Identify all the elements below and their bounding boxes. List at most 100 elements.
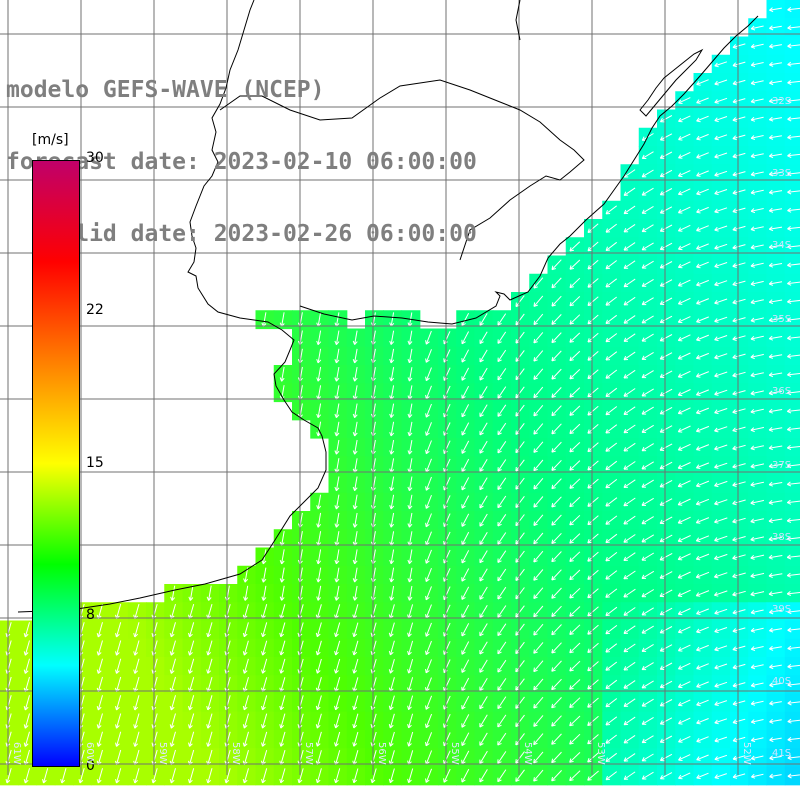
wind-arrow [116, 622, 122, 638]
wind-arrow [354, 494, 358, 510]
wind-arrow-head [587, 395, 592, 398]
wind-arrow-head [768, 591, 773, 595]
wind-arrow-head [425, 486, 427, 491]
wind-arrow-head [714, 704, 719, 706]
wind-arrow-head [569, 557, 572, 562]
wind-arrow [408, 494, 413, 509]
wind-arrow-head [714, 412, 719, 415]
wind-arrow [551, 496, 562, 508]
wind-arrow [569, 405, 581, 416]
wind-arrow [587, 387, 599, 398]
wind-arrow [497, 386, 507, 399]
wind-arrow-head [696, 540, 701, 543]
wind-arrow [316, 768, 322, 783]
wind-arrow-head [769, 9, 774, 13]
wind-arrow [551, 660, 562, 672]
wind-arrow-head [551, 758, 554, 763]
wind-arrow [551, 715, 562, 727]
wind-arrow [551, 478, 562, 490]
wind-arrow [623, 260, 636, 269]
wind-arrow-head [569, 721, 572, 726]
wind-arrow-head [569, 395, 574, 398]
wind-arrow [769, 755, 782, 759]
wind-arrow [497, 586, 507, 600]
wind-arrow-head [443, 486, 445, 491]
wind-arrow-head [479, 432, 484, 436]
wind-arrow-head [769, 755, 773, 759]
wind-arrow-head [587, 447, 590, 452]
wind-arrow-head [569, 760, 574, 763]
wind-arrow-head [315, 724, 318, 729]
wind-arrow-head [623, 501, 627, 507]
wind-arrow [280, 713, 286, 729]
wind-arrow [678, 735, 691, 743]
wind-arrow-head [677, 701, 682, 706]
wind-arrow-head [352, 596, 356, 601]
wind-arrow-head [659, 592, 663, 597]
wind-arrow-head [261, 669, 264, 674]
wind-arrow-head [696, 208, 700, 213]
wind-arrow-head [425, 633, 430, 637]
wind-arrow-head [623, 538, 627, 543]
wind-arrow [660, 188, 673, 196]
wind-arrow [243, 604, 249, 619]
wind-arrow-head [732, 484, 737, 487]
wind-arrow [587, 314, 599, 325]
wind-arrow-head [769, 773, 773, 777]
wind-arrow [696, 772, 709, 779]
wind-arrow-head [732, 338, 737, 341]
wind-arrow-head [24, 633, 29, 638]
wind-arrow [751, 773, 764, 778]
wind-arrow-head [133, 651, 136, 656]
wind-arrow [335, 731, 341, 747]
wind-arrow [569, 770, 581, 781]
wind-arrow-head [479, 633, 484, 637]
wind-arrow [335, 768, 341, 783]
wind-arrow [317, 366, 322, 382]
wind-arrow [189, 658, 195, 674]
wind-arrow-head [371, 779, 376, 784]
wind-arrow-head [769, 645, 773, 650]
wind-arrow [170, 768, 176, 784]
wind-arrow [678, 717, 691, 725]
wind-arrow [479, 495, 488, 509]
wind-arrow [587, 460, 599, 471]
wind-arrow-head [750, 393, 755, 396]
wind-arrow-head [787, 100, 792, 104]
wind-arrow-head [533, 320, 536, 325]
wind-arrow-head [750, 554, 755, 559]
wind-arrow [497, 751, 507, 764]
wind-arrow [623, 388, 636, 397]
wind-arrow-head [750, 664, 755, 668]
wind-arrow-head [732, 755, 737, 760]
wind-arrow-head [677, 172, 682, 177]
wind-arrow [425, 695, 433, 710]
wind-arrow [787, 7, 800, 11]
wind-arrow-head [389, 706, 394, 711]
wind-arrow-head [569, 338, 572, 343]
wind-arrow [732, 609, 746, 614]
wind-arrow-head [641, 738, 645, 743]
wind-arrow-head [497, 432, 502, 436]
wind-arrow-head [334, 705, 337, 710]
wind-arrow [605, 223, 618, 233]
wind-arrow [714, 700, 728, 706]
wind-arrow [714, 389, 728, 395]
wind-arrow [787, 26, 800, 29]
wind-arrow-head [551, 706, 556, 709]
wind-arrow-head [768, 116, 773, 121]
wind-arrow [623, 680, 636, 689]
wind-arrow-head [696, 610, 700, 615]
wind-arrow-head [334, 778, 337, 783]
wind-arrow-head [352, 505, 356, 510]
wind-arrow-head [714, 175, 719, 177]
wind-arrow-head [116, 706, 120, 711]
wind-arrow [189, 640, 195, 656]
wind-arrow [678, 297, 691, 305]
wind-arrow-head [787, 520, 792, 523]
wind-arrow [787, 299, 800, 303]
wind-arrow-head [678, 117, 682, 122]
wind-arrow [677, 462, 691, 469]
wind-arrow-head [569, 758, 572, 763]
wind-arrow-head [115, 632, 117, 638]
